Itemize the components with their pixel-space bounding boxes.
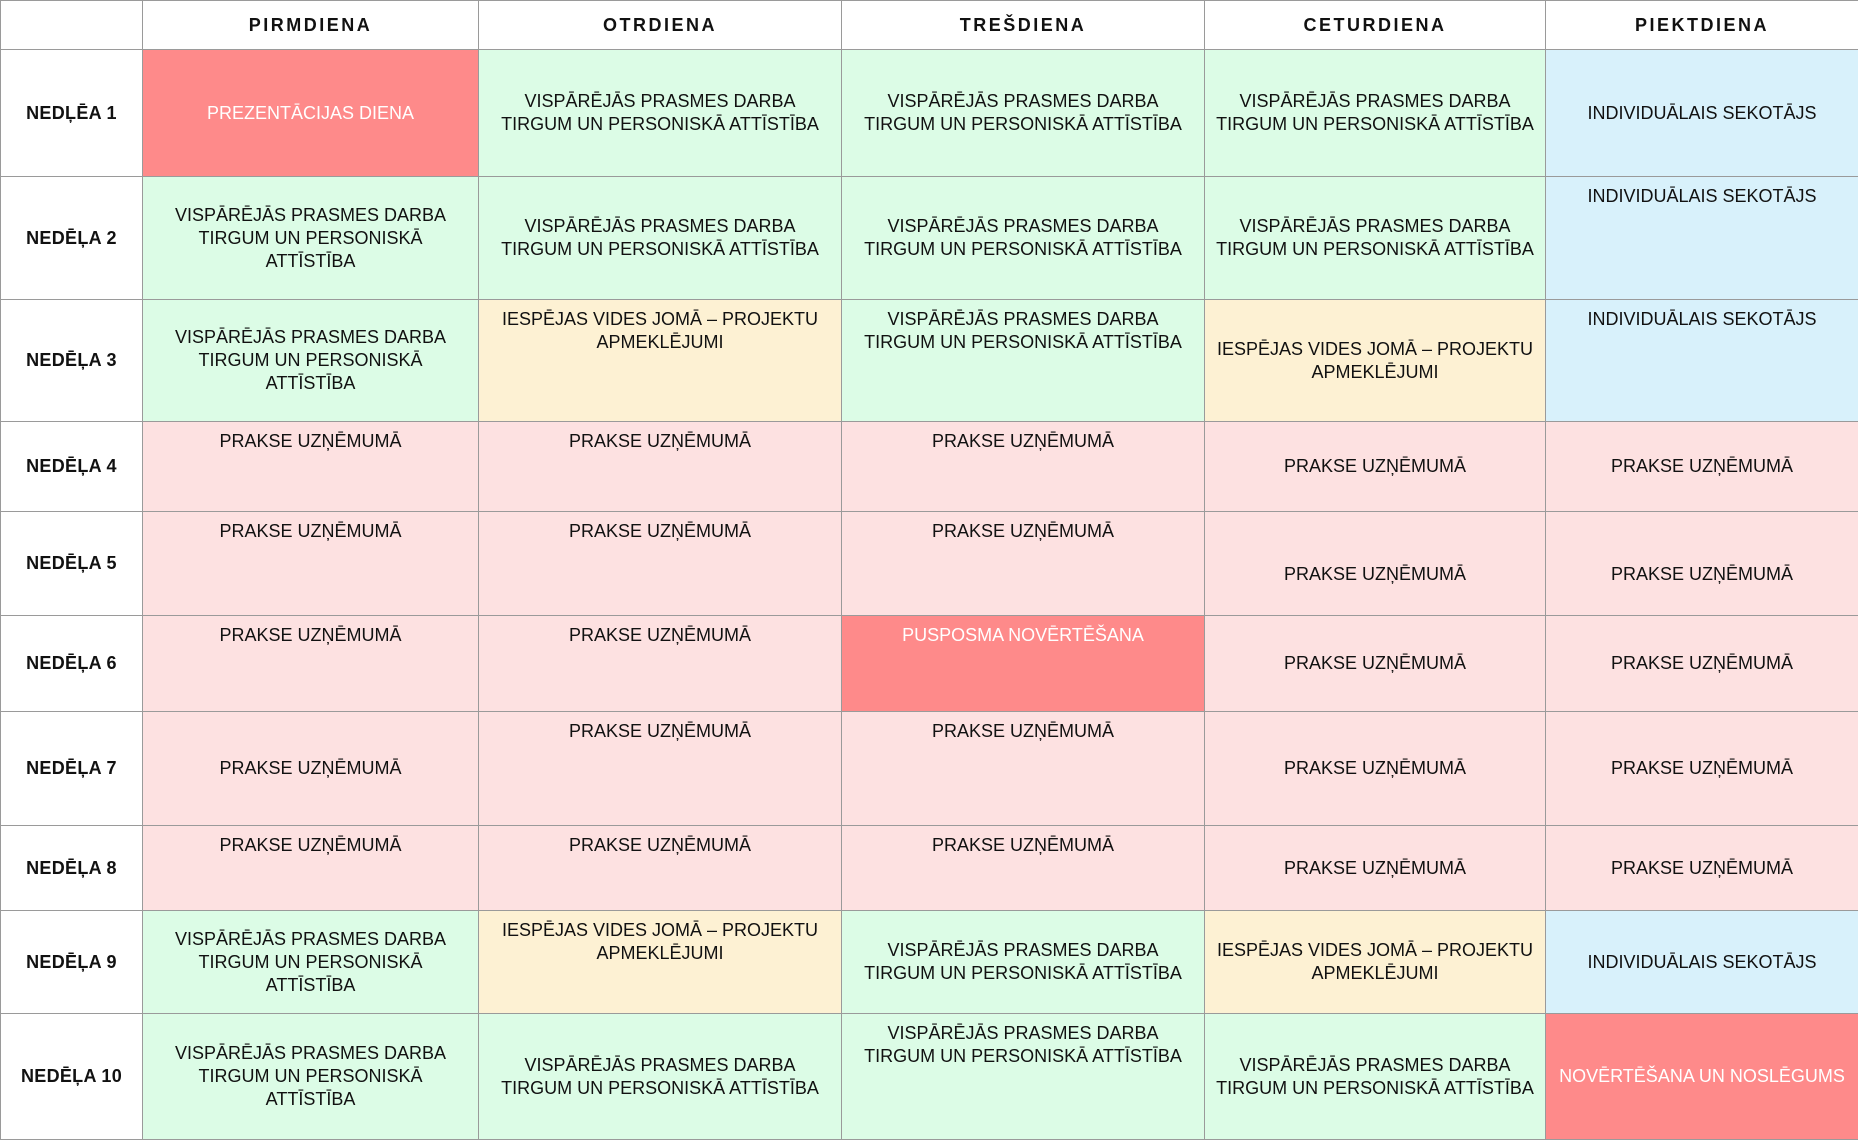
schedule-cell: PRAKSE UZŅĒMUMĀ	[1545, 615, 1858, 712]
schedule-cell: VISPĀRĒJĀS PRASMES DARBA TIRGUM UN PERSO…	[841, 1013, 1205, 1140]
schedule-cell: VISPĀRĒJĀS PRASMES DARBA TIRGUM UN PERSO…	[1204, 49, 1546, 177]
week-label: NEDĒĻA 5	[0, 511, 143, 616]
schedule-cell: PRAKSE UZŅĒMUMĀ	[142, 421, 479, 512]
schedule-cell: PREZENTĀCIJAS DIENA	[142, 49, 479, 177]
schedule-cell: PRAKSE UZŅĒMUMĀ	[478, 711, 842, 826]
week-row-7: NEDĒĻA 7 PRAKSE UZŅĒMUMĀ PRAKSE UZŅĒMUMĀ…	[0, 711, 1858, 826]
week-label: NEDĒĻA 8	[0, 825, 143, 911]
week-label: NEDĒĻA 7	[0, 711, 143, 826]
schedule-cell: PRAKSE UZŅĒMUMĀ	[1545, 711, 1858, 826]
schedule-cell: IESPĒJAS VIDES JOMĀ – PROJEKTU APMEKLĒJU…	[478, 910, 842, 1014]
schedule-cell: VISPĀRĒJĀS PRASMES DARBA TIRGUM UN PERSO…	[841, 176, 1205, 300]
schedule-cell: INDIVIDUĀLAIS SEKOTĀJS	[1545, 299, 1858, 422]
schedule-cell: VISPĀRĒJĀS PRASMES DARBA TIRGUM UN PERSO…	[142, 1013, 479, 1140]
week-label: NEDĒĻA 10	[0, 1013, 143, 1140]
week-label: NEDĒĻA 2	[0, 176, 143, 300]
schedule-cell: VISPĀRĒJĀS PRASMES DARBA TIRGUM UN PERSO…	[478, 1013, 842, 1140]
schedule-cell: PRAKSE UZŅĒMUMĀ	[478, 615, 842, 712]
schedule-cell: PRAKSE UZŅĒMUMĀ	[1204, 421, 1546, 512]
schedule-cell: PRAKSE UZŅĒMUMĀ	[1545, 421, 1858, 512]
schedule-cell: PUSPOSMA NOVĒRTĒŠANA	[841, 615, 1205, 712]
schedule-cell: VISPĀRĒJĀS PRASMES DARBA TIRGUM UN PERSO…	[841, 49, 1205, 177]
schedule-cell: INDIVIDUĀLAIS SEKOTĀJS	[1545, 49, 1858, 177]
schedule-cell: VISPĀRĒJĀS PRASMES DARBA TIRGUM UN PERSO…	[142, 299, 479, 422]
schedule-cell: PRAKSE UZŅĒMUMĀ	[1545, 825, 1858, 911]
schedule-cell: INDIVIDUĀLAIS SEKOTĀJS	[1545, 910, 1858, 1014]
schedule-cell: VISPĀRĒJĀS PRASMES DARBA TIRGUM UN PERSO…	[478, 176, 842, 300]
schedule-cell: VISPĀRĒJĀS PRASMES DARBA TIRGUM UN PERSO…	[478, 49, 842, 177]
day-header-thursday: CETURDIENA	[1204, 0, 1546, 50]
schedule-cell: PRAKSE UZŅĒMUMĀ	[1204, 825, 1546, 911]
schedule-cell: PRAKSE UZŅĒMUMĀ	[142, 615, 479, 712]
week-row-1: NEDĻĒA 1 PREZENTĀCIJAS DIENA VISPĀRĒJĀS …	[0, 49, 1858, 177]
week-label: NEDĒĻA 3	[0, 299, 143, 422]
week-row-9: NEDĒĻA 9 VISPĀRĒJĀS PRASMES DARBA TIRGUM…	[0, 910, 1858, 1014]
day-header-monday: PIRMDIENA	[142, 0, 479, 50]
week-label: NEDĒĻA 9	[0, 910, 143, 1014]
week-row-4: NEDĒĻA 4 PRAKSE UZŅĒMUMĀ PRAKSE UZŅĒMUMĀ…	[0, 421, 1858, 512]
schedule-cell: VISPĀRĒJĀS PRASMES DARBA TIRGUM UN PERSO…	[1204, 1013, 1546, 1140]
schedule-cell: VISPĀRĒJĀS PRASMES DARBA TIRGUM UN PERSO…	[841, 910, 1205, 1014]
schedule-cell: PRAKSE UZŅĒMUMĀ	[478, 825, 842, 911]
schedule-cell: PRAKSE UZŅĒMUMĀ	[142, 711, 479, 826]
schedule-cell: PRAKSE UZŅĒMUMĀ	[478, 511, 842, 616]
week-row-10: NEDĒĻA 10 VISPĀRĒJĀS PRASMES DARBA TIRGU…	[0, 1013, 1858, 1140]
schedule-cell: INDIVIDUĀLAIS SEKOTĀJS	[1545, 176, 1858, 300]
schedule-cell: IESPĒJAS VIDES JOMĀ – PROJEKTU APMEKLĒJU…	[478, 299, 842, 422]
schedule-cell: PRAKSE UZŅĒMUMĀ	[1204, 711, 1546, 826]
day-header-wednesday: TREŠDIENA	[841, 0, 1205, 50]
schedule-cell: IESPĒJAS VIDES JOMĀ – PROJEKTU APMEKLĒJU…	[1204, 910, 1546, 1014]
week-label: NEDĒĻA 6	[0, 615, 143, 712]
week-row-8: NEDĒĻA 8 PRAKSE UZŅĒMUMĀ PRAKSE UZŅĒMUMĀ…	[0, 825, 1858, 911]
schedule-cell: PRAKSE UZŅĒMUMĀ	[841, 511, 1205, 616]
schedule-cell: IESPĒJAS VIDES JOMĀ – PROJEKTU APMEKLĒJU…	[1204, 299, 1546, 422]
schedule-cell: VISPĀRĒJĀS PRASMES DARBA TIRGUM UN PERSO…	[841, 299, 1205, 422]
day-header-tuesday: OTRDIENA	[478, 0, 842, 50]
week-row-3: NEDĒĻA 3 VISPĀRĒJĀS PRASMES DARBA TIRGUM…	[0, 299, 1858, 422]
schedule-cell: PRAKSE UZŅĒMUMĀ	[142, 511, 479, 616]
schedule-cell: PRAKSE UZŅĒMUMĀ	[841, 711, 1205, 826]
schedule-cell: PRAKSE UZŅĒMUMĀ	[142, 825, 479, 911]
schedule-cell: VISPĀRĒJĀS PRASMES DARBA TIRGUM UN PERSO…	[1204, 176, 1546, 300]
schedule-cell: NOVĒRTĒŠANA UN NOSLĒGUMS	[1545, 1013, 1858, 1140]
week-label: NEDĻĒA 1	[0, 49, 143, 177]
schedule-cell: VISPĀRĒJĀS PRASMES DARBA TIRGUM UN PERSO…	[142, 176, 479, 300]
day-header-friday: PIEKTDIENA	[1545, 0, 1858, 50]
week-row-5: NEDĒĻA 5 PRAKSE UZŅĒMUMĀ PRAKSE UZŅĒMUMĀ…	[0, 511, 1858, 616]
schedule-cell: VISPĀRĒJĀS PRASMES DARBA TIRGUM UN PERSO…	[142, 910, 479, 1014]
week-label: NEDĒĻA 4	[0, 421, 143, 512]
schedule-cell: PRAKSE UZŅĒMUMĀ	[478, 421, 842, 512]
week-row-2: NEDĒĻA 2 VISPĀRĒJĀS PRASMES DARBA TIRGUM…	[0, 176, 1858, 300]
schedule-cell: PRAKSE UZŅĒMUMĀ	[841, 825, 1205, 911]
schedule-cell: PRAKSE UZŅĒMUMĀ	[1204, 511, 1546, 616]
corner-cell	[0, 0, 143, 50]
schedule-cell: PRAKSE UZŅĒMUMĀ	[1204, 615, 1546, 712]
day-header-row: PIRMDIENA OTRDIENA TREŠDIENA CETURDIENA …	[0, 0, 1858, 50]
schedule-cell: PRAKSE UZŅĒMUMĀ	[1545, 511, 1858, 616]
schedule-cell: PRAKSE UZŅĒMUMĀ	[841, 421, 1205, 512]
week-row-6: NEDĒĻA 6 PRAKSE UZŅĒMUMĀ PRAKSE UZŅĒMUMĀ…	[0, 615, 1858, 712]
